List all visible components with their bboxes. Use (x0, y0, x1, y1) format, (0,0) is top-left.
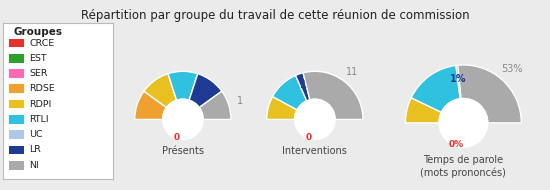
Bar (9, 115, 24, 124)
Circle shape (439, 99, 488, 147)
Bar (9, 146, 24, 154)
Text: NI: NI (29, 161, 39, 170)
Text: 1: 1 (201, 85, 208, 95)
Text: 14%: 14% (409, 108, 432, 118)
Text: 53%: 53% (501, 64, 523, 74)
Text: RTLI: RTLI (29, 115, 49, 124)
Text: UC: UC (29, 130, 43, 139)
Wedge shape (135, 91, 167, 120)
Text: Groupes: Groupes (14, 28, 63, 37)
Wedge shape (273, 75, 307, 110)
Text: Répartition par groupe du travail de cette réunion de commission: Répartition par groupe du travail de cet… (81, 10, 469, 22)
Text: 4: 4 (287, 88, 294, 97)
Text: 1: 1 (158, 85, 165, 95)
Wedge shape (199, 91, 231, 120)
Text: SER: SER (29, 69, 48, 78)
Circle shape (163, 99, 203, 140)
Text: 32%: 32% (426, 82, 449, 92)
Text: 1: 1 (300, 80, 306, 90)
Bar (9, 130, 24, 139)
Wedge shape (405, 98, 442, 123)
Text: RDSE: RDSE (29, 84, 55, 93)
Bar (9, 69, 24, 78)
Text: 0: 0 (174, 133, 180, 142)
Wedge shape (458, 65, 521, 123)
Wedge shape (411, 65, 460, 112)
Wedge shape (267, 97, 297, 120)
Bar (9, 100, 24, 108)
Text: CRCE: CRCE (29, 39, 54, 48)
Text: 0%: 0% (449, 140, 464, 149)
Text: 11: 11 (346, 67, 358, 77)
Text: 1%: 1% (450, 74, 467, 84)
Bar (9, 54, 24, 63)
Wedge shape (303, 71, 363, 120)
Text: Temps de parole
(mots prononcés): Temps de parole (mots prononcés) (420, 155, 507, 178)
Wedge shape (456, 65, 461, 99)
Wedge shape (295, 73, 310, 101)
Text: 3: 3 (276, 105, 283, 116)
Text: Présents: Présents (162, 146, 204, 156)
Text: RDPI: RDPI (29, 100, 52, 109)
Wedge shape (144, 74, 177, 108)
Text: 53%: 53% (481, 85, 504, 95)
Bar (9, 85, 24, 93)
Text: Interventions: Interventions (283, 146, 347, 156)
Text: 1: 1 (237, 96, 243, 106)
Text: EST: EST (29, 54, 47, 63)
Bar (9, 161, 24, 169)
Text: 1: 1 (179, 78, 186, 88)
Circle shape (295, 99, 335, 140)
Wedge shape (168, 71, 198, 100)
Text: LR: LR (29, 145, 41, 154)
Bar (9, 39, 24, 48)
Wedge shape (189, 74, 222, 108)
Text: 0: 0 (306, 133, 312, 142)
Text: 1: 1 (145, 103, 151, 113)
